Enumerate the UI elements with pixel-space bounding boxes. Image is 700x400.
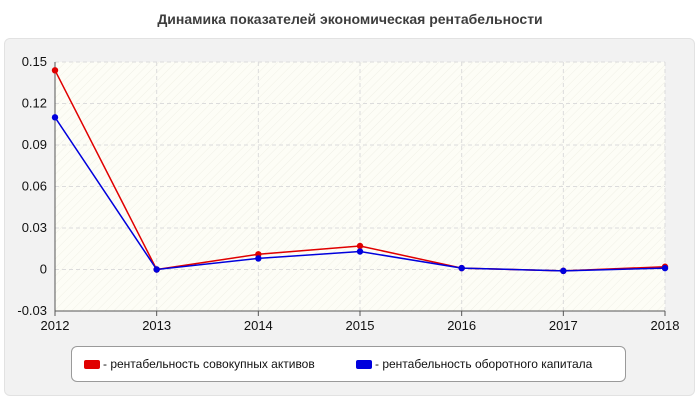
- x-tick-label: 2018: [651, 318, 680, 333]
- y-tick-label: 0.03: [22, 220, 47, 235]
- x-tick-label: 2012: [41, 318, 70, 333]
- chart-title: Динамика показателей экономическая рента…: [157, 11, 543, 27]
- y-tick-label: 0.12: [22, 96, 47, 111]
- legend-swatch-blue: [356, 359, 372, 369]
- y-tick-label: 0.15: [22, 54, 47, 69]
- series-1-point: [51, 67, 59, 74]
- series-2-point: [458, 264, 465, 272]
- x-tick-label: 2016: [447, 318, 476, 333]
- y-tick-label: 0: [40, 262, 47, 277]
- legend-label-series-1: - рентабельность совокупных активов: [103, 357, 315, 371]
- series-2-point: [661, 264, 669, 272]
- series-2-point: [560, 267, 567, 275]
- legend-item-series-1[interactable]: - рентабельность совокупных активов: [84, 357, 315, 371]
- legend-item-series-2[interactable]: - рентабельность оборотного капитала: [356, 357, 592, 371]
- legend-label-series-2: - рентабельность оборотного капитала: [375, 357, 593, 371]
- x-tick-label: 2014: [244, 318, 273, 333]
- y-tick-label: 0.06: [22, 179, 47, 194]
- x-tick-label: 2015: [346, 318, 375, 333]
- series-2-point: [255, 255, 262, 262]
- series-2-point: [153, 266, 160, 273]
- legend: - рентабельность совокупных активов - ре…: [71, 346, 626, 382]
- x-tick-label: 2013: [142, 318, 171, 333]
- y-tick-label: 0.09: [22, 137, 47, 152]
- series-2-point: [356, 248, 364, 255]
- series-1-point: [356, 242, 364, 250]
- legend-swatch-red: [84, 359, 100, 369]
- series-2-point: [51, 114, 59, 121]
- x-tick-label: 2017: [549, 318, 578, 333]
- y-tick-label: -0.03: [17, 303, 47, 318]
